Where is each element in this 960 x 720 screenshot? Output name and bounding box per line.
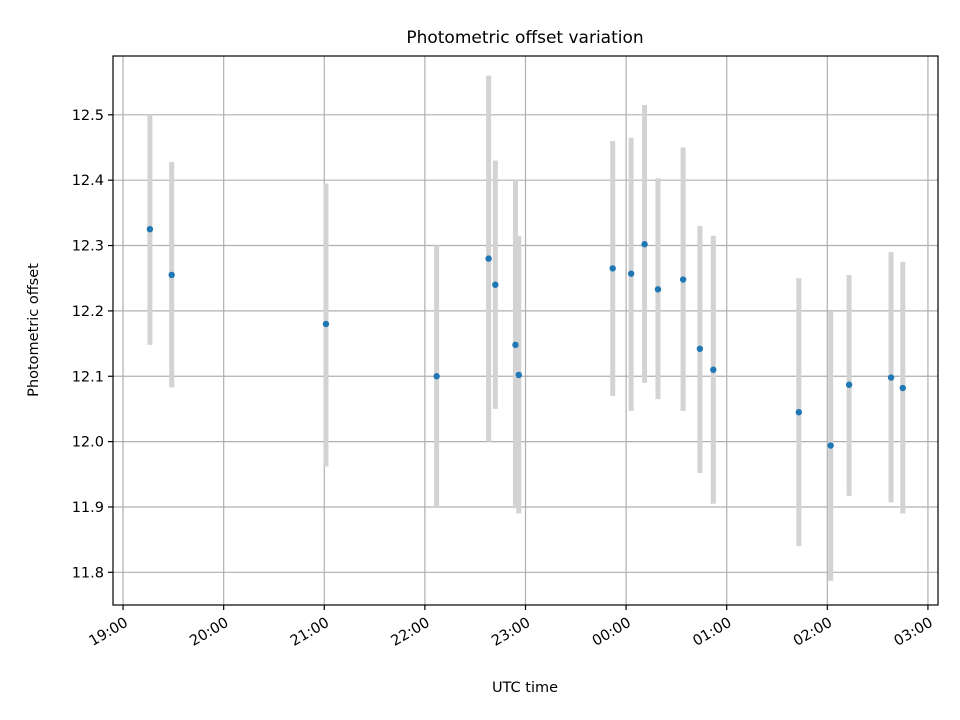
y-axis-ticks: 11.8 11.9 12.0 12.1 12.2 12.3 12.4 12.5: [72, 108, 113, 581]
data-point: [696, 345, 704, 352]
data-point: [168, 271, 175, 279]
data-point: [609, 265, 616, 272]
data-point: [795, 408, 803, 416]
data-point: [845, 381, 853, 388]
data-point: [433, 373, 440, 380]
data-point: [827, 442, 834, 449]
data-point: [627, 270, 635, 277]
x-axis-label: UTC time: [492, 680, 558, 696]
data-point: [641, 241, 648, 248]
y-tick-label: 12.3: [72, 239, 104, 255]
chart-title: Photometric offset variation: [406, 28, 643, 48]
data-point: [485, 255, 492, 262]
data-point: [899, 384, 906, 392]
y-tick-label: 11.9: [72, 500, 104, 516]
data-point: [654, 286, 662, 293]
y-tick-label: 12.1: [72, 369, 104, 385]
y-axis-label: Photometric offset: [26, 263, 42, 397]
data-point: [492, 281, 499, 288]
y-tick-label: 12.2: [72, 304, 104, 320]
data-point: [887, 374, 895, 381]
data-point: [512, 341, 519, 349]
data-point: [710, 366, 717, 373]
data-point: [679, 276, 687, 283]
y-tick-label: 12.4: [72, 173, 104, 189]
y-tick-label: 12.0: [72, 435, 104, 451]
data-point: [515, 371, 522, 379]
data-point: [322, 320, 330, 328]
data-point: [146, 225, 154, 233]
y-tick-label: 11.8: [72, 565, 104, 581]
data-points: [146, 225, 906, 449]
y-tick-label: 12.5: [72, 108, 104, 124]
